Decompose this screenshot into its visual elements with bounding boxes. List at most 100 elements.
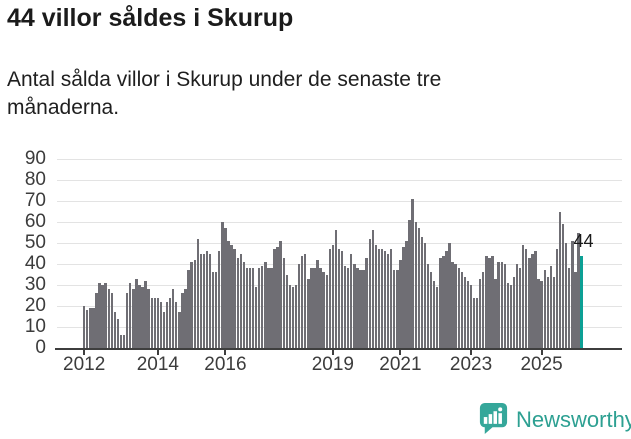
x-axis: 2012 2014 2016 2019 2021 2023 2025 xyxy=(0,348,631,378)
x-tick-mark xyxy=(224,348,227,355)
bar xyxy=(377,249,381,348)
gridline xyxy=(57,159,622,160)
bar xyxy=(429,272,433,348)
bar xyxy=(276,247,279,348)
chart-subtitle: Antal sålda villor i Skurup under de sen… xyxy=(7,68,442,119)
y-axis-labels: 0 10 20 30 40 50 60 70 80 90 xyxy=(0,148,46,358)
bar xyxy=(178,312,181,348)
bar xyxy=(331,245,335,348)
bar xyxy=(208,253,212,348)
bar xyxy=(411,198,414,348)
bar xyxy=(159,301,163,348)
x-tick-label: 2019 xyxy=(311,354,354,375)
brand-footer: Newsworthy xyxy=(477,402,631,436)
bar xyxy=(242,261,246,348)
bar xyxy=(528,257,531,348)
y-tick-label: 50 xyxy=(24,232,46,253)
bar xyxy=(138,285,141,348)
bar xyxy=(506,282,510,348)
bar xyxy=(540,280,543,348)
bar xyxy=(165,301,169,348)
page-title: 44 villor såldes i Skurup xyxy=(7,4,294,32)
x-tick-mark xyxy=(156,348,159,355)
bar xyxy=(98,282,101,348)
bar xyxy=(116,318,120,348)
bar xyxy=(525,249,528,348)
y-tick-label: 20 xyxy=(24,295,46,316)
bar xyxy=(402,247,405,348)
bar xyxy=(509,285,513,348)
bar xyxy=(319,268,322,348)
bar xyxy=(291,287,295,348)
bar xyxy=(245,268,249,348)
bar xyxy=(436,287,439,348)
gridline xyxy=(57,180,622,181)
bar xyxy=(503,264,506,348)
bar xyxy=(466,280,470,348)
y-tick-label: 40 xyxy=(24,253,46,274)
bar xyxy=(300,255,304,348)
bar xyxy=(457,268,460,348)
x-tick-label: 2012 xyxy=(63,354,106,375)
bar xyxy=(561,224,565,348)
gridline xyxy=(57,243,622,244)
bar xyxy=(534,251,537,348)
bar xyxy=(316,259,319,348)
gridline xyxy=(57,201,622,202)
bar xyxy=(221,222,224,348)
bar xyxy=(153,297,156,348)
bar xyxy=(531,253,534,348)
bar xyxy=(386,253,390,348)
bar xyxy=(390,249,393,348)
bar xyxy=(156,297,160,348)
bar xyxy=(494,278,497,348)
bar xyxy=(479,278,482,348)
last-value-label: 44 xyxy=(573,230,594,251)
bar xyxy=(463,276,467,348)
bar xyxy=(564,243,568,348)
bar xyxy=(451,261,454,348)
bar xyxy=(322,272,325,348)
bar xyxy=(537,278,540,348)
bar xyxy=(549,266,553,348)
bar xyxy=(224,228,227,348)
bar xyxy=(353,264,356,348)
y-tick-label: 0 xyxy=(35,337,46,358)
bar xyxy=(432,280,436,348)
bar xyxy=(104,282,107,348)
y-tick-label: 90 xyxy=(24,148,46,169)
x-axis-line xyxy=(55,348,622,350)
bar xyxy=(393,270,396,348)
bar xyxy=(439,257,442,348)
bar xyxy=(119,335,123,348)
bar xyxy=(343,266,347,348)
bar xyxy=(199,253,203,348)
brand-name: Newsworthy xyxy=(516,406,631,432)
bar xyxy=(110,293,114,348)
bar xyxy=(491,255,494,348)
bar xyxy=(113,312,117,348)
bar xyxy=(147,289,150,348)
bar xyxy=(380,249,384,348)
x-tick-mark xyxy=(470,348,473,355)
bar xyxy=(92,308,95,348)
bar xyxy=(497,261,500,348)
x-tick-mark xyxy=(331,348,334,355)
bar xyxy=(125,293,129,348)
bar xyxy=(515,264,519,348)
bar xyxy=(482,272,485,348)
bar xyxy=(288,285,292,348)
bar xyxy=(175,301,178,348)
bar xyxy=(374,245,378,348)
bar xyxy=(254,287,258,348)
bar xyxy=(325,274,328,348)
bar xyxy=(543,270,546,348)
bar xyxy=(215,272,218,348)
bar xyxy=(273,249,276,348)
x-tick-mark xyxy=(399,348,402,355)
bar xyxy=(485,255,488,348)
bar xyxy=(337,249,341,348)
bar xyxy=(454,264,457,348)
bar xyxy=(184,289,187,348)
bar xyxy=(328,249,331,348)
